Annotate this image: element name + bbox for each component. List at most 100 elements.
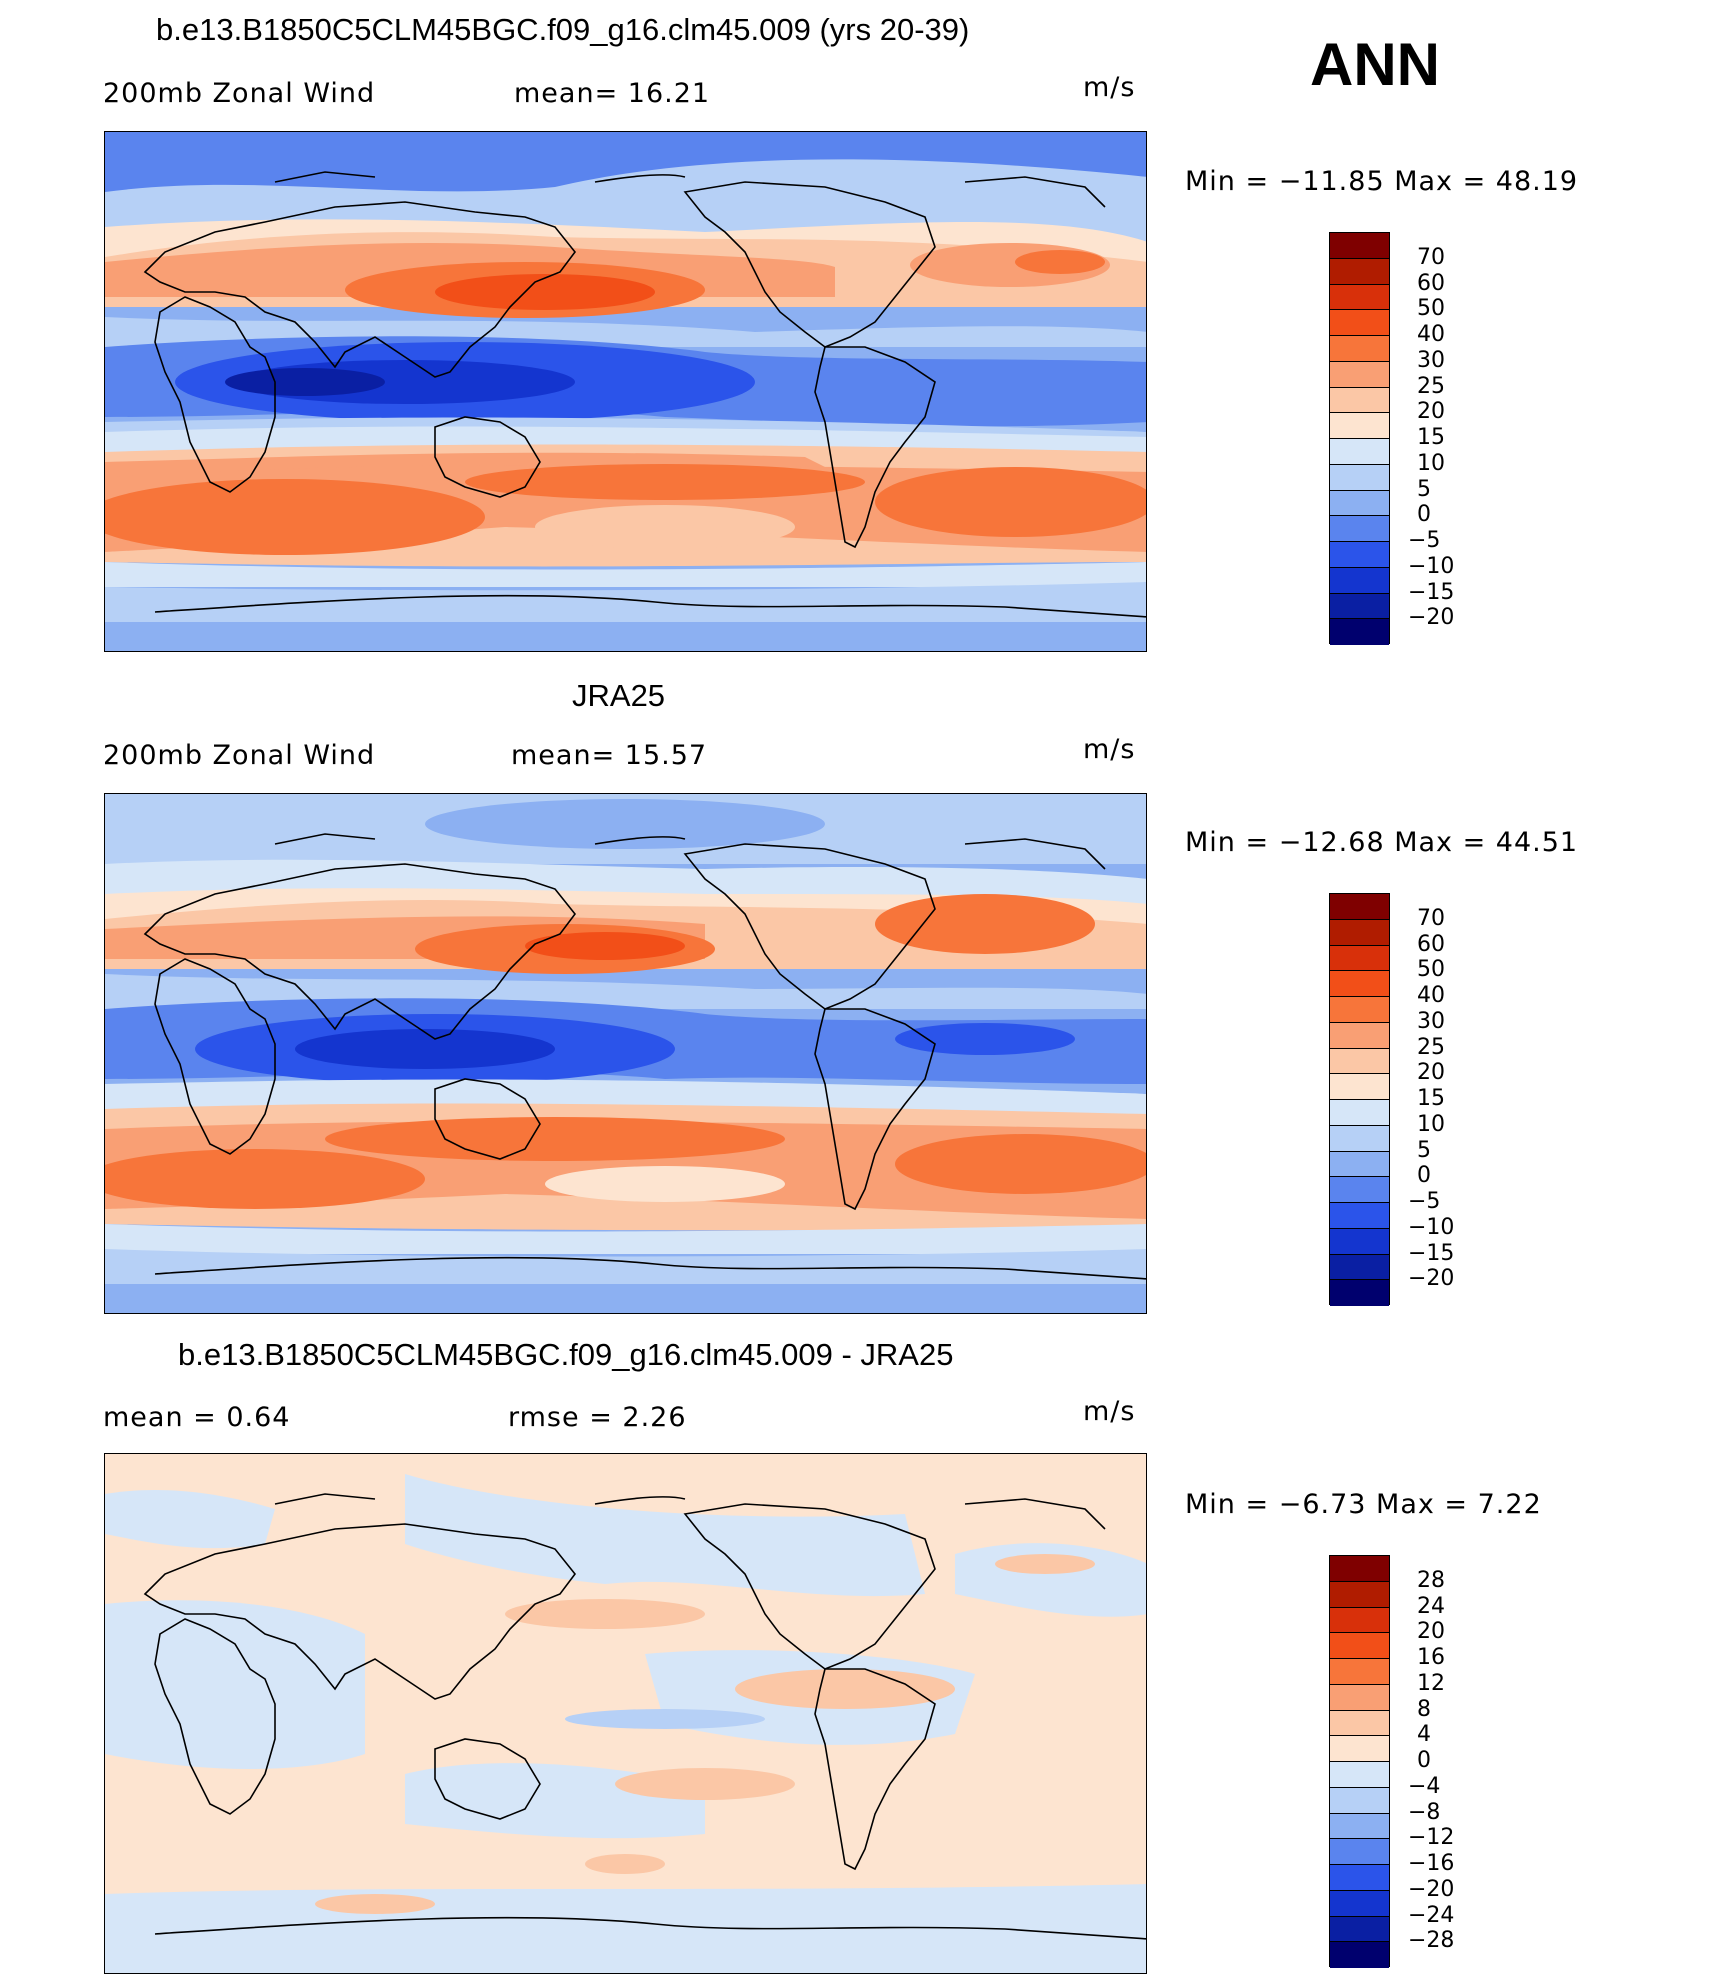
colorbar-tick-label: 70	[1417, 244, 1445, 270]
colorbar-tick-label: 24	[1417, 1593, 1445, 1619]
map-obs	[104, 793, 1147, 1314]
colorbar-bin	[1330, 464, 1389, 491]
colorbar-tick-label: 20	[1417, 1619, 1445, 1645]
colorbar-tick-label: 5	[1417, 1137, 1431, 1163]
colorbar-bin	[1330, 1022, 1389, 1049]
colorbar-tick-label: 20	[1417, 399, 1445, 425]
colorbar-tick-label: −12	[1408, 1825, 1455, 1851]
colorbar-tick-label: 15	[1417, 425, 1445, 450]
panel-obs-stats: Min = −12.68 Max = 44.51	[1185, 827, 1579, 858]
zonal-wind-map-model	[105, 132, 1146, 651]
colorbar-bin	[1330, 1787, 1389, 1814]
colorbar-bin	[1330, 1074, 1389, 1100]
colorbar-bin	[1330, 1942, 1389, 1968]
panel-diff-unit: m/s	[1083, 1396, 1136, 1427]
panel-model-title: b.e13.B1850C5CLM45BGC.f09_g16.clm45.009 …	[156, 12, 970, 47]
colorbar-bin	[1330, 258, 1389, 285]
panel-model-stats: Min = −11.85 Max = 48.19	[1185, 166, 1579, 197]
panel-model-unit: m/s	[1083, 72, 1136, 103]
colorbar-bin	[1330, 1890, 1389, 1917]
colorbar-bin	[1330, 1556, 1389, 1582]
colorbar-tick-label: −20	[1408, 605, 1455, 631]
colorbar-bin	[1330, 1659, 1389, 1685]
colorbar-bin	[1330, 284, 1389, 311]
colorbar-bin	[1330, 1684, 1389, 1711]
colorbar-bin	[1330, 997, 1389, 1023]
colorbar-tick-label: 25	[1417, 1034, 1445, 1060]
colorbar-bin	[1330, 567, 1389, 594]
colorbar-bin	[1330, 516, 1389, 542]
panel-diff-stats: Min = −6.73 Max = 7.22	[1185, 1489, 1542, 1520]
colorbar-tick-label: 15	[1417, 1086, 1445, 1111]
colorbar-tick-label: −28	[1408, 1928, 1455, 1954]
colorbar-tick-label: 25	[1417, 373, 1445, 399]
colorbar-bin	[1330, 1100, 1389, 1126]
panel-obs-title: JRA25	[572, 678, 666, 713]
colorbar-bin	[1330, 361, 1389, 388]
colorbar-bin	[1330, 542, 1389, 568]
colorbar-bin	[1330, 1865, 1389, 1891]
colorbar-tick-label: −5	[1408, 1189, 1441, 1214]
colorbar-bin	[1330, 413, 1389, 439]
colorbar-tick-label: 30	[1417, 347, 1445, 373]
colorbar-tick-label: −8	[1408, 1799, 1441, 1825]
map-diff	[104, 1453, 1147, 1974]
colorbar-tick-label: −16	[1408, 1851, 1455, 1876]
colorbar-tick-label: −15	[1408, 1240, 1455, 1266]
colorbar-tick-label: 8	[1417, 1696, 1431, 1722]
colorbar-bin	[1330, 387, 1389, 414]
colorbar-bin	[1330, 1151, 1389, 1178]
colorbar-bin	[1330, 1280, 1389, 1306]
colorbar-bin	[1330, 945, 1389, 972]
colorbar-tick-label: 50	[1417, 296, 1445, 322]
colorbar-tick-label: 60	[1417, 931, 1445, 957]
colorbar-bin	[1330, 310, 1389, 336]
colorbar-bin	[1330, 1633, 1389, 1659]
panel-obs-mean: mean= 15.57	[511, 740, 708, 771]
colorbar-bin	[1330, 1125, 1389, 1152]
colorbar-tick-label: −20	[1408, 1876, 1455, 1902]
colorbar-tick-label: 16	[1417, 1645, 1445, 1670]
colorbar-tick-label: −5	[1408, 528, 1441, 553]
panel-obs-left-label: 200mb Zonal Wind	[103, 740, 376, 771]
colorbar-tick-label: −24	[1408, 1902, 1455, 1928]
colorbar-tick-label: −10	[1408, 553, 1455, 579]
colorbar-tick-label: 30	[1417, 1008, 1445, 1034]
colorbar-tick-label: 0	[1417, 1163, 1431, 1189]
colorbar-bin	[1330, 894, 1389, 920]
panel-diff-title: b.e13.B1850C5CLM45BGC.f09_g16.clm45.009 …	[178, 1337, 954, 1372]
colorbar-bin	[1330, 1254, 1389, 1281]
panel-diff-mean: mean = 0.64	[103, 1402, 291, 1433]
colorbar-tick-label: 4	[1417, 1722, 1431, 1748]
colorbar-bin	[1330, 490, 1389, 517]
zonal-wind-map-diff	[105, 1454, 1146, 1973]
colorbar-bin	[1330, 593, 1389, 620]
colorbar-tick-label: 70	[1417, 905, 1445, 931]
map-model	[104, 131, 1147, 652]
colorbar-bin	[1330, 336, 1389, 362]
colorbar-bin	[1330, 1710, 1389, 1737]
colorbar-bin	[1330, 919, 1389, 946]
colorbar-bin	[1330, 1736, 1389, 1762]
panel-obs-unit: m/s	[1083, 734, 1136, 765]
colorbar-tick-label: 40	[1417, 322, 1445, 347]
colorbar-bin	[1330, 1048, 1389, 1075]
colorbar-tick-label: 50	[1417, 957, 1445, 983]
colorbar-bin	[1330, 971, 1389, 997]
colorbar-tick-label: 0	[1417, 1748, 1431, 1773]
colorbar-tick-label: 10	[1417, 450, 1445, 476]
colorbar-tick-label: −4	[1408, 1773, 1441, 1799]
panel-diff-rmse: rmse = 2.26	[508, 1402, 687, 1433]
colorbar-bin	[1330, 1762, 1389, 1788]
colorbar-tick-label: 20	[1417, 1060, 1445, 1086]
colorbar-tick-label: 28	[1417, 1567, 1445, 1593]
colorbar-bin	[1330, 233, 1389, 259]
colorbar-bin	[1330, 1203, 1389, 1229]
colorbar-bin	[1330, 1916, 1389, 1943]
colorbar-bin	[1330, 1228, 1389, 1255]
zonal-wind-map-obs	[105, 794, 1146, 1313]
colorbar-tick-label: 0	[1417, 502, 1431, 528]
colorbar-bin	[1330, 1581, 1389, 1608]
colorbar-bin	[1330, 439, 1389, 465]
colorbar-bin	[1330, 619, 1389, 645]
